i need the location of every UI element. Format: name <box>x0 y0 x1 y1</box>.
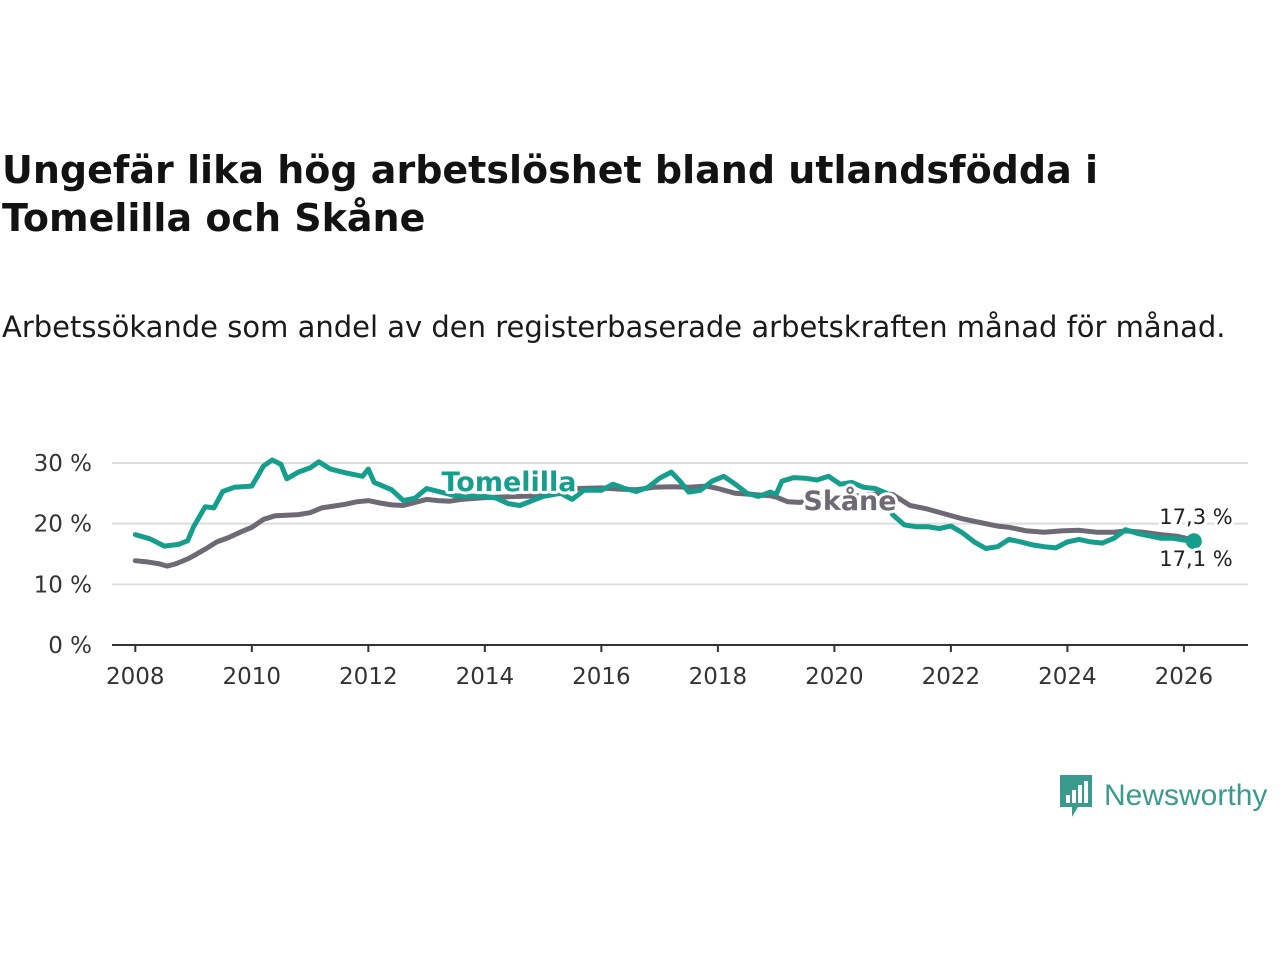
y-axis-labels: 0 % 10 % 20 % 30 % <box>34 451 92 659</box>
x-tick-label: 2016 <box>572 664 631 690</box>
newsworthy-logo-icon <box>1060 775 1092 817</box>
x-tick-label: 2022 <box>922 664 981 690</box>
y-tick-label: 0 % <box>48 633 92 659</box>
tomelilla-end-marker <box>1185 533 1202 550</box>
skane-end-value-halo: 17,3 % <box>1159 505 1232 529</box>
tomelilla-series-label-halo: Tomelilla <box>441 467 576 498</box>
x-tick-label: 2014 <box>456 664 515 690</box>
x-axis: 2008 2010 2012 2014 2016 2018 2020 2022 2024 2026 <box>106 644 1248 690</box>
tomelilla-end-value-text: 17,1 % <box>1159 547 1232 571</box>
x-tick-label: 2018 <box>689 664 748 690</box>
x-tick-label: 2020 <box>805 664 864 690</box>
skane-series-label-halo: Skåne <box>803 485 896 517</box>
y-tick-label: 20 % <box>34 512 92 538</box>
line-chart: 2008 2010 2012 2014 2016 2018 2020 2022 2024 2026… <box>34 451 1248 690</box>
x-tick-label: 2012 <box>339 664 398 690</box>
skane-series-label-text: Skåne <box>803 485 896 517</box>
tomelilla-end-value: 17,1 %17,1 % <box>1156 544 1235 574</box>
gridlines <box>112 462 1248 586</box>
chart-title: Ungefär lika hög arbetslöshet bland utla… <box>2 148 1098 240</box>
series-lines <box>132 457 1202 569</box>
tomelilla-line <box>132 457 1197 551</box>
x-tick-label: 2024 <box>1038 664 1097 690</box>
y-tick-label: 10 % <box>34 572 92 598</box>
skane-end-value-text: 17,3 % <box>1159 505 1232 529</box>
skane-end-value: 17,3 %17,3 % <box>1156 502 1235 532</box>
brand-name: Newsworthy <box>1104 779 1268 812</box>
x-tick-label: 2026 <box>1155 664 1214 690</box>
tomelilla-end-value-halo: 17,1 % <box>1159 547 1232 571</box>
tomelilla-series-label-text: Tomelilla <box>441 467 576 498</box>
newsworthy-logo: Newsworthy <box>1058 772 1267 820</box>
chart-subtitle: Arbetssökande som andel av den registerb… <box>2 310 1226 344</box>
y-tick-label: 30 % <box>34 451 92 477</box>
x-tick-label: 2010 <box>223 664 282 690</box>
x-tick-label: 2008 <box>106 664 165 690</box>
skane-line <box>132 483 1197 569</box>
